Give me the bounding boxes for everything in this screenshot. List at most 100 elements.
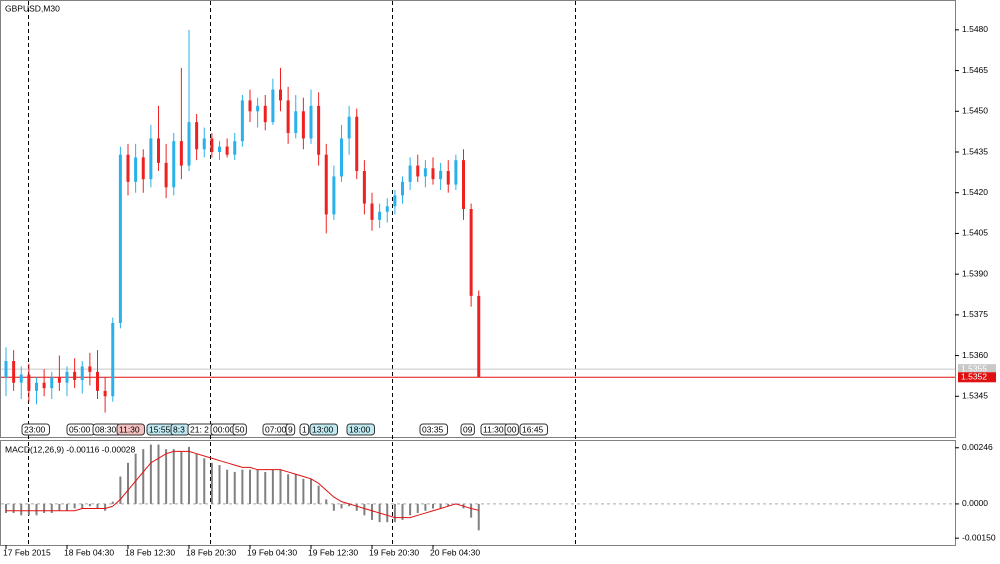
session-label-box <box>346 423 375 436</box>
x-tick-label: 19 Feb 20:30 <box>369 547 419 557</box>
macd-bar <box>340 503 343 509</box>
y-tick-label: 1.5375 <box>962 309 988 319</box>
session-label: 50 <box>235 424 245 434</box>
macd-bar <box>249 469 251 504</box>
x-tick-label: 19 Feb 12:30 <box>308 547 358 557</box>
session-label: 13:00 <box>312 424 334 434</box>
candle-body <box>57 377 61 383</box>
candle-body <box>271 89 275 123</box>
macd-bar <box>134 453 137 504</box>
macd-bar <box>149 444 152 504</box>
signal-line <box>6 450 479 519</box>
macd-bar <box>180 451 183 504</box>
candle-body <box>462 160 465 209</box>
candle-body <box>4 361 8 378</box>
session-label-box <box>309 423 338 436</box>
candle-body <box>393 195 397 207</box>
candle-body <box>248 100 252 112</box>
session-label: 11:30 <box>483 424 504 434</box>
candle-body <box>195 122 199 150</box>
macd-bar <box>195 453 198 504</box>
x-tick-label: 19 Feb 04:30 <box>247 547 297 557</box>
candle-body <box>324 154 328 215</box>
macd-bar <box>233 471 236 504</box>
macd-bar <box>12 503 15 514</box>
candle-body <box>103 390 107 397</box>
macd-bar <box>477 503 480 531</box>
candle-body <box>157 138 160 163</box>
macd-bar <box>210 462 213 504</box>
candle-body <box>50 377 54 389</box>
macd-bar <box>142 449 145 504</box>
macd-bar <box>271 469 274 504</box>
candle-body <box>126 154 130 182</box>
macd-bar <box>363 503 366 516</box>
session-label-box <box>299 423 310 436</box>
x-tick-label: 17 Feb 2015 <box>3 547 51 557</box>
x-tick-label: 20 Feb 04:30 <box>430 547 480 557</box>
macd-bar <box>81 503 84 509</box>
session-label: 15:55 <box>149 424 171 434</box>
candle-body <box>408 165 412 182</box>
session-label-box <box>232 423 247 436</box>
candle-body <box>12 361 16 383</box>
y-tick-label: 1.5420 <box>962 187 988 197</box>
session-label: 05:00 <box>69 424 91 434</box>
session-label: 09 <box>463 424 473 434</box>
macd-bar <box>310 478 312 504</box>
candle-body <box>378 211 382 220</box>
candle-body <box>263 105 267 123</box>
candle-body <box>179 141 183 166</box>
y-tick-label: -0.00150 <box>962 532 996 542</box>
chart-title: GBPUSD,M30 <box>5 3 60 13</box>
candle-body <box>88 366 92 372</box>
candle-body <box>42 382 46 389</box>
macd-bar <box>20 503 23 516</box>
macd-bar <box>58 503 61 511</box>
session-label: 00 <box>507 424 517 434</box>
macd-bar <box>401 503 404 520</box>
y-tick-label: 1.5405 <box>962 228 988 238</box>
macd-bar <box>470 503 473 518</box>
session-label: 21: 2 <box>190 424 209 434</box>
candle-body <box>294 111 298 133</box>
candle-body <box>469 209 473 296</box>
macd-bar <box>439 503 442 509</box>
candle-body <box>332 176 336 215</box>
candle-body <box>340 138 343 177</box>
candle-body <box>416 165 420 177</box>
session-label: 00:00 <box>213 424 235 434</box>
candle-body <box>19 374 23 383</box>
candle-body <box>240 100 244 142</box>
candle-body <box>423 168 427 177</box>
macd-bar <box>416 503 419 514</box>
price-label-box <box>958 372 996 383</box>
candle-body <box>233 141 237 155</box>
candle-body <box>431 168 435 180</box>
candle-body <box>362 171 366 204</box>
macd-bar <box>279 469 282 504</box>
candle-body <box>301 111 305 139</box>
macd-bar <box>96 503 99 509</box>
macd-bar <box>386 503 389 523</box>
macd-bar <box>88 503 91 507</box>
macd-bar <box>188 446 190 504</box>
macd-bar <box>127 462 129 504</box>
session-label: 18:00 <box>349 424 371 434</box>
candle-body <box>80 366 84 380</box>
macd-bar <box>119 476 122 504</box>
macd-bar <box>43 503 46 514</box>
candle-body <box>118 154 122 323</box>
macd-bar <box>393 503 396 523</box>
session-label: 8:3 <box>173 424 185 434</box>
session-label: 1 <box>302 424 307 434</box>
macd-bar <box>172 449 175 504</box>
candle-body <box>309 105 313 139</box>
macd-bar <box>35 503 38 516</box>
y-tick-label: 0.00246 <box>962 442 993 452</box>
session-label-box <box>21 423 50 436</box>
candle-body <box>446 171 450 185</box>
candle-body <box>96 371 99 391</box>
macd-bar <box>157 444 160 504</box>
macd-bar <box>355 503 358 511</box>
